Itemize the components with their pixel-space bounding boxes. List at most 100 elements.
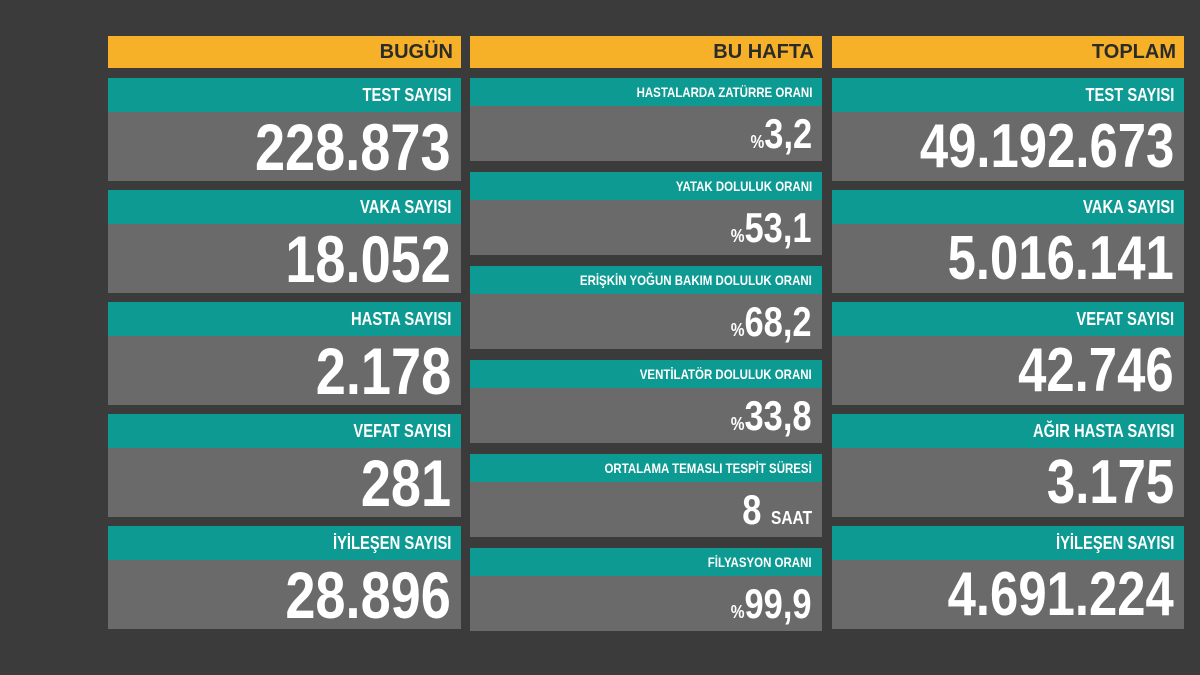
stat-label-text: HASTALARDA ZATÜRRE ORANI [636, 84, 812, 100]
stat-label-text: TEST SAYISI [362, 84, 451, 105]
stat-label: YATAK DOLULUK ORANI [470, 172, 822, 200]
value-prefix: % [731, 225, 745, 247]
stat-label-text: VAKA SAYISI [1082, 196, 1174, 217]
stat-card: HASTALARDA ZATÜRRE ORANI %3,2 [470, 78, 822, 161]
stat-card: ORTALAMA TEMASLI TESPİT SÜRESİ 8 SAAT [470, 454, 822, 537]
value-number: 33,8 [744, 391, 812, 439]
stat-label: ERİŞKİN YOĞUN BAKIM DOLULUK ORANI [470, 266, 822, 294]
stat-card: HASTA SAYISI 2.178 [108, 302, 461, 408]
stat-label-text: VEFAT SAYISI [1076, 308, 1174, 329]
value-number: 228.873 [255, 109, 451, 184]
column-header: TOPLAM [832, 36, 1184, 68]
stat-value-text: 8 SAAT [742, 486, 812, 534]
value-number: 3,2 [764, 109, 812, 157]
stat-value-text: 18.052 [285, 221, 451, 297]
stat-label: VAKA SAYISI [108, 190, 461, 224]
stat-label-text: YATAK DOLULUK ORANI [675, 178, 812, 194]
stat-card: VEFAT SAYISI 281 [108, 414, 461, 520]
stat-card: YATAK DOLULUK ORANI %53,1 [470, 172, 822, 255]
stat-value-text: 2.178 [316, 333, 451, 409]
column: BU HAFTA HASTALARDA ZATÜRRE ORANI %3,2 YATA… [470, 36, 822, 631]
stat-value-text: %3,2 [750, 110, 812, 158]
stat-card: VEFAT SAYISI 42.746 [832, 302, 1184, 405]
stat-value-text: %33,8 [731, 392, 812, 440]
column: TOPLAM TEST SAYISI 49.192.673 VAKA SAYISI 5.… [832, 36, 1184, 629]
column: BUGÜN TEST SAYISI 228.873 VAKA SAYISI 18.052… [108, 36, 461, 632]
stat-label: FİLYASYON ORANI [470, 548, 822, 576]
value-number: 99,9 [744, 579, 812, 627]
stat-value-text: %53,1 [731, 204, 812, 252]
stat-card: VENTİLATÖR DOLULUK ORANI %33,8 [470, 360, 822, 443]
stat-value: 5.016.141 [832, 224, 1184, 293]
stat-label-text: ERİŞKİN YOĞUN BAKIM DOLULUK ORANI [580, 272, 812, 288]
stat-card: ERİŞKİN YOĞUN BAKIM DOLULUK ORANI %68,2 [470, 266, 822, 349]
stat-value: %53,1 [470, 200, 822, 255]
stat-label: VAKA SAYISI [832, 190, 1184, 224]
value-number: 281 [360, 445, 451, 520]
stat-value-text: 49.192.673 [920, 111, 1174, 182]
value-number: 5.016.141 [947, 224, 1174, 293]
stat-value: 28.896 [108, 558, 461, 632]
stat-value: 228.873 [108, 109, 461, 184]
stat-label-text: HASTA SAYISI [350, 308, 451, 329]
stat-card: TEST SAYISI 49.192.673 [832, 78, 1184, 181]
column-header: BU HAFTA [470, 36, 822, 68]
stat-card: VAKA SAYISI 18.052 [108, 190, 461, 296]
stat-label: VEFAT SAYISI [108, 414, 461, 448]
stat-label-text: ORTALAMA TEMASLI TESPİT SÜRESİ [604, 460, 812, 476]
stat-label-text: İYİLEŞEN SAYISI [332, 532, 451, 553]
stat-value: 2.178 [108, 334, 461, 408]
stat-value: 8 SAAT [470, 482, 822, 537]
stat-value: %68,2 [470, 294, 822, 349]
stat-label-text: VAKA SAYISI [359, 196, 451, 217]
stat-value: %99,9 [470, 576, 822, 631]
stat-card: TEST SAYISI 228.873 [108, 78, 461, 184]
stat-label-text: AĞIR HASTA SAYISI [1032, 420, 1174, 441]
stat-value: 49.192.673 [832, 112, 1184, 181]
stat-label-text: VENTİLATÖR DOLULUK ORANI [640, 366, 812, 382]
value-number: 53,1 [744, 203, 812, 251]
value-prefix: % [750, 131, 765, 153]
value-number: 68,2 [744, 297, 812, 345]
stat-card: İYİLEŞEN SAYISI 4.691.224 [832, 526, 1184, 629]
stat-label-text: İYİLEŞEN SAYISI [1055, 532, 1174, 553]
stat-value: 18.052 [108, 222, 461, 296]
value-number: 3.175 [1046, 448, 1174, 517]
value-number: 8 [742, 485, 762, 533]
stat-value-text: 28.896 [285, 557, 451, 633]
stat-card: İYİLEŞEN SAYISI 28.896 [108, 526, 461, 632]
value-number: 18.052 [285, 221, 451, 296]
stat-label-text: FİLYASYON ORANI [708, 554, 812, 570]
stat-value-text: 42.746 [1018, 335, 1174, 406]
value-prefix: % [731, 413, 745, 435]
stat-label: TEST SAYISI [832, 78, 1184, 112]
value-number: 2.178 [315, 333, 451, 408]
stat-label: İYİLEŞEN SAYISI [832, 526, 1184, 560]
stat-value: 42.746 [832, 336, 1184, 405]
stat-label: AĞIR HASTA SAYISI [832, 414, 1184, 448]
stat-label: İYİLEŞEN SAYISI [108, 526, 461, 560]
stat-value-text: 5.016.141 [948, 223, 1174, 294]
stat-label: VEFAT SAYISI [832, 302, 1184, 336]
stat-label: HASTA SAYISI [108, 302, 461, 336]
stat-label: VENTİLATÖR DOLULUK ORANI [470, 360, 822, 388]
stat-value-text: 3.175 [1047, 447, 1174, 518]
stat-label: HASTALARDA ZATÜRRE ORANI [470, 78, 822, 106]
stat-value-text: 281 [361, 445, 451, 521]
value-number: 49.192.673 [919, 112, 1174, 181]
stat-label: TEST SAYISI [108, 78, 461, 112]
stat-value: 4.691.224 [832, 560, 1184, 629]
stat-card: VAKA SAYISI 5.016.141 [832, 190, 1184, 293]
column-header: BUGÜN [108, 36, 461, 68]
value-prefix: % [731, 319, 745, 341]
stat-value: %3,2 [470, 106, 822, 161]
value-number: 42.746 [1018, 336, 1174, 405]
value-number: 4.691.224 [947, 560, 1174, 629]
stat-value: 3.175 [832, 448, 1184, 517]
stat-value: %33,8 [470, 388, 822, 443]
stat-value: 281 [108, 446, 461, 520]
stat-value-text: %68,2 [731, 298, 812, 346]
value-number: 28.896 [285, 557, 451, 632]
value-prefix: % [731, 601, 745, 623]
